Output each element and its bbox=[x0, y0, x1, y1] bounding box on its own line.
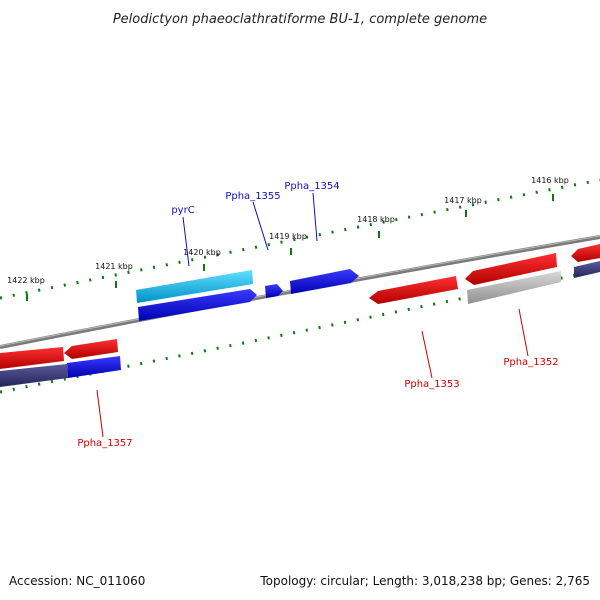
gene-label-Ppha_1354: Ppha_1354 bbox=[284, 181, 339, 192]
tick-label-1419: 1419 kbp bbox=[269, 232, 307, 241]
gene-arrow-pyrC[interactable] bbox=[136, 270, 253, 303]
gene-label-Ppha_1352: Ppha_1352 bbox=[503, 357, 558, 368]
gene-labels: pyrC Ppha_1355 Ppha_1354 Ppha_1353 Ppha_… bbox=[77, 181, 558, 449]
gene-arrow-red-right-1[interactable] bbox=[465, 253, 557, 285]
callout-line-Ppha_1354 bbox=[312, 192, 318, 242]
callout-lines bbox=[96, 192, 529, 438]
gene-label-pyrC: pyrC bbox=[171, 205, 194, 216]
tick-label-1418: 1418 kbp bbox=[357, 215, 395, 224]
gene-arrow-Ppha_1352[interactable] bbox=[467, 271, 561, 304]
callout-line-Ppha_1357 bbox=[96, 389, 104, 438]
gene-label-Ppha_1355: Ppha_1355 bbox=[225, 191, 280, 202]
gene-arrow-Ppha_1355[interactable] bbox=[265, 284, 283, 298]
tick-label-1420: 1420 kbp bbox=[183, 248, 221, 257]
gene-label-Ppha_1353: Ppha_1353 bbox=[404, 379, 459, 390]
gene-arrow-red-left-2[interactable] bbox=[64, 339, 118, 359]
callout-line-pyrC bbox=[182, 216, 190, 267]
gene-arrow-navy-right[interactable] bbox=[574, 261, 600, 278]
tick-label-1421: 1421 kbp bbox=[95, 262, 133, 271]
gene-arrow-navy-left[interactable] bbox=[0, 364, 68, 387]
accession-text: Accession: NC_011060 bbox=[9, 574, 145, 588]
gene-arrow-Ppha_1354[interactable] bbox=[290, 269, 359, 294]
map-title: Pelodictyon phaeoclathratiforme BU-1, co… bbox=[113, 12, 487, 27]
gene-arrow-red-right-2[interactable] bbox=[571, 244, 600, 262]
tick-label-1422: 1422 kbp bbox=[7, 276, 45, 285]
tick-label-1416: 1416 kbp bbox=[531, 176, 569, 185]
tick-label-1417: 1417 kbp bbox=[444, 196, 482, 205]
major-ticks bbox=[26, 194, 554, 301]
gene-arrow-blue-1[interactable] bbox=[138, 289, 257, 321]
genome-summary-text: Topology: circular; Length: 3,018,238 bp… bbox=[259, 574, 590, 588]
gene-arrow-red-left-1[interactable] bbox=[0, 347, 64, 369]
tick-labels: 1416 kbp 1417 kbp 1418 kbp 1419 kbp 1420… bbox=[7, 176, 569, 285]
gene-arrow-Ppha_1357[interactable] bbox=[67, 356, 121, 378]
gene-label-Ppha_1357: Ppha_1357 bbox=[77, 438, 132, 449]
callout-line-Ppha_1355 bbox=[252, 201, 269, 251]
callout-line-Ppha_1352 bbox=[518, 308, 529, 357]
callout-line-Ppha_1353 bbox=[421, 330, 433, 379]
gene-arrow-Ppha_1353[interactable] bbox=[369, 276, 458, 304]
